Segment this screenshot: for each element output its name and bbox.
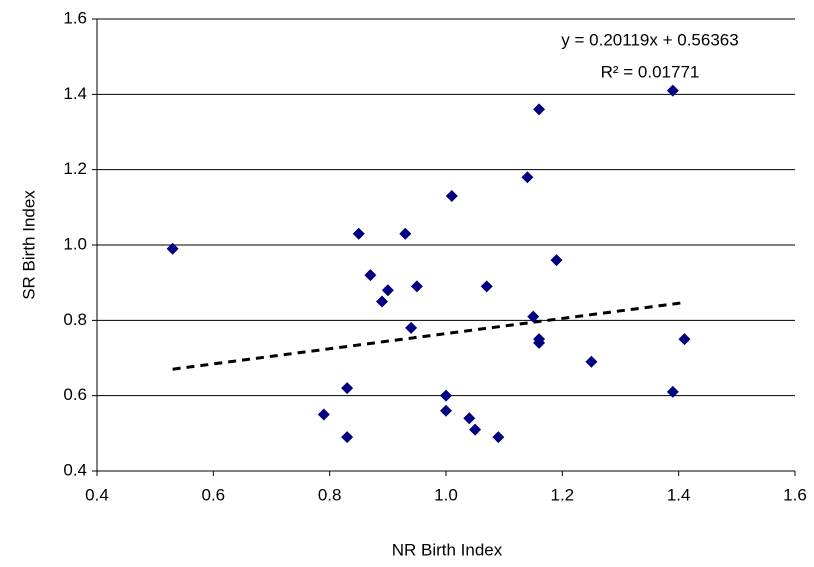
point <box>341 431 354 444</box>
point <box>585 355 598 368</box>
point <box>440 389 452 402</box>
point <box>533 336 546 349</box>
point <box>410 280 423 293</box>
point <box>364 269 377 282</box>
y-tick-label: 0.4 <box>63 460 87 479</box>
point <box>399 227 412 240</box>
y-tick-label: 0.6 <box>63 385 87 404</box>
x-tick-label: 1.6 <box>783 485 807 504</box>
y-tick-label: 1.0 <box>63 234 87 253</box>
point <box>550 254 563 267</box>
y-tick-label: 1.4 <box>63 84 87 103</box>
point <box>381 284 394 297</box>
x-tick-label: 1.0 <box>434 485 458 504</box>
point <box>463 412 476 425</box>
point <box>666 84 679 97</box>
point <box>445 190 458 203</box>
x-tick-label: 1.4 <box>667 485 691 504</box>
y-tick-label: 0.8 <box>63 310 87 329</box>
point <box>376 295 389 308</box>
x-tick-label: 0.4 <box>85 485 109 504</box>
y-axis-label: SR Birth Index <box>19 190 38 300</box>
point <box>521 171 534 184</box>
point <box>527 310 540 323</box>
x-axis-label: NR Birth Index <box>392 540 503 559</box>
point <box>678 333 691 346</box>
point <box>492 431 505 444</box>
y-tick-label: 1.6 <box>63 8 87 27</box>
point <box>341 382 354 395</box>
x-tick-label: 1.2 <box>551 485 575 504</box>
y-tick-label: 1.2 <box>63 159 87 178</box>
x-tick-label: 0.6 <box>202 485 226 504</box>
point <box>352 227 365 240</box>
trendline <box>172 301 685 371</box>
point <box>666 385 679 398</box>
trendline-equation: y = 0.20119x + 0.56363 <box>561 30 738 49</box>
r-squared: R² = 0.01771 <box>601 62 700 81</box>
point <box>440 404 452 417</box>
x-tick-label: 0.8 <box>318 485 342 504</box>
point <box>166 242 179 255</box>
point <box>317 408 330 421</box>
point <box>533 103 546 116</box>
point <box>405 321 418 334</box>
point <box>480 280 493 293</box>
point <box>469 423 482 436</box>
